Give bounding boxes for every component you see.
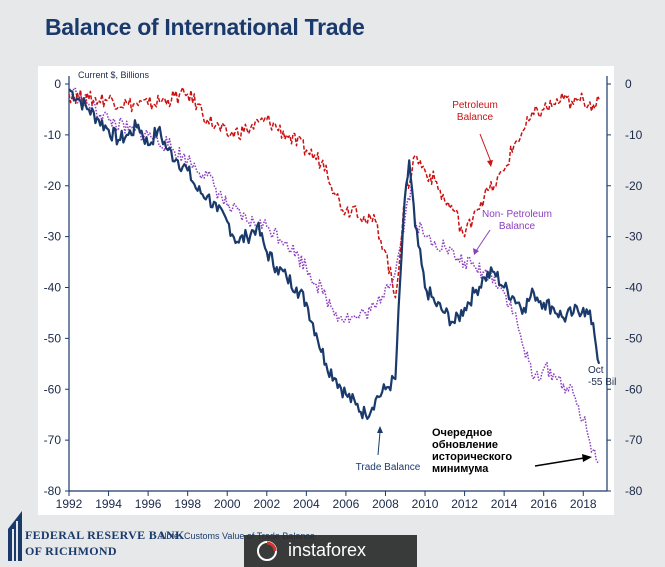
x-tick-label: 2000 bbox=[214, 497, 241, 511]
annotation-arrow bbox=[377, 431, 381, 456]
instaforex-logo-icon bbox=[257, 541, 277, 561]
annotation-text: Очередное bbox=[432, 427, 492, 439]
watermark-banner bbox=[244, 535, 417, 567]
y-tick-label-left: -80 bbox=[44, 484, 62, 498]
annotation-text: Petroleum bbox=[452, 100, 498, 111]
annotation-text: Balance bbox=[499, 221, 536, 232]
y-tick-label-right: -70 bbox=[625, 433, 643, 447]
watermark-text: instaforex bbox=[288, 540, 367, 560]
y-tick-label-right: -10 bbox=[625, 128, 643, 142]
x-tick-label: 2012 bbox=[451, 497, 478, 511]
x-tick-label: 2018 bbox=[570, 497, 597, 511]
series-line-solid bbox=[68, 88, 601, 420]
y-tick-label-left: -40 bbox=[44, 281, 62, 295]
y-tick-label-left: 0 bbox=[54, 77, 61, 91]
y-tick-label-right: -30 bbox=[625, 230, 643, 244]
x-tick-label: 2004 bbox=[293, 497, 320, 511]
annotation-arrowhead bbox=[473, 248, 479, 255]
y-tick-label-right: -80 bbox=[625, 484, 643, 498]
y-tick-label-right: -50 bbox=[625, 331, 643, 345]
x-tick-label: 1992 bbox=[56, 497, 83, 511]
x-tick-label: 1998 bbox=[174, 497, 201, 511]
y-tick-label-left: -20 bbox=[44, 179, 62, 193]
y-tick-label-left: -10 bbox=[44, 128, 62, 142]
y-tick-label-right: 0 bbox=[625, 77, 632, 91]
annotation-text: Trade Balance bbox=[356, 462, 421, 473]
annotation-text: Balance bbox=[457, 112, 494, 123]
series-line-dashed bbox=[68, 86, 600, 299]
annotation-arrow bbox=[479, 133, 492, 163]
y-axis-label: Current $, Billions bbox=[78, 70, 150, 80]
y-tick-label-right: -60 bbox=[625, 382, 643, 396]
annotation-arrowhead bbox=[487, 160, 493, 167]
chart-title: Balance of International Trade bbox=[45, 14, 365, 40]
x-tick-label: 2002 bbox=[253, 497, 280, 511]
annotation-arrow bbox=[475, 229, 491, 252]
axes: 0 0 -10 -10 -20 -20 -30 -30 -40 -40 -50 -50 -60 -60 -7… bbox=[44, 70, 643, 511]
org-name-line1: FEDERAL RESERVE BANK bbox=[25, 528, 185, 542]
chart-note: Note: Customs Value of Trade Balance bbox=[160, 531, 315, 541]
annotation-text: -55 Bil bbox=[588, 377, 616, 388]
y-tick-label-right: -20 bbox=[625, 179, 643, 193]
fed-logo-icon bbox=[8, 511, 22, 561]
annotation-arrowhead bbox=[582, 454, 592, 462]
x-tick-label: 2014 bbox=[491, 497, 518, 511]
y-tick-label-right: -40 bbox=[625, 281, 643, 295]
annotation-text: Non- Petroleum bbox=[482, 209, 552, 220]
x-tick-label: 2006 bbox=[333, 497, 360, 511]
annotation-text: исторического bbox=[432, 451, 512, 463]
annotation-text: обновление bbox=[432, 439, 498, 451]
y-tick-label-left: -70 bbox=[44, 433, 62, 447]
y-tick-label-left: -30 bbox=[44, 230, 62, 244]
series-lines bbox=[68, 86, 601, 464]
annotation-arrowhead bbox=[377, 426, 383, 433]
annotation-arrow bbox=[534, 457, 585, 467]
annotation-text: Oct bbox=[588, 365, 604, 376]
series-line-dotted bbox=[68, 87, 600, 464]
org-name-line2: OF RICHMOND bbox=[25, 544, 117, 558]
x-tick-label: 2008 bbox=[372, 497, 399, 511]
plot-background bbox=[38, 66, 614, 515]
x-tick-label: 2010 bbox=[412, 497, 439, 511]
x-tick-label: 1996 bbox=[135, 497, 162, 511]
x-tick-label: 1994 bbox=[95, 497, 122, 511]
x-tick-label: 2016 bbox=[530, 497, 557, 511]
y-tick-label-left: -50 bbox=[44, 331, 62, 345]
y-tick-label-left: -60 bbox=[44, 382, 62, 396]
annotation-text: минимума bbox=[432, 463, 489, 475]
